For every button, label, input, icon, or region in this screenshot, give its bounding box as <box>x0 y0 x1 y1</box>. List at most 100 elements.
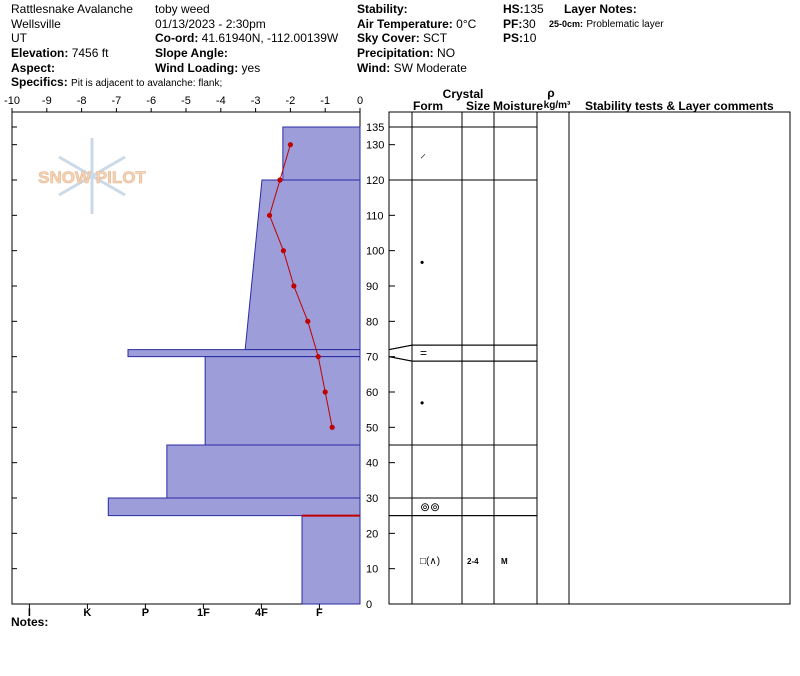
crystal-size: 2-4 <box>467 557 479 566</box>
note: Problematic layer <box>586 19 664 30</box>
value: NO <box>437 46 455 60</box>
temperature-point <box>266 212 273 218</box>
y-tick-label: 120 <box>366 175 384 187</box>
y-tick-label: 70 <box>366 352 378 364</box>
snowflake <box>58 155 126 197</box>
temperature-point <box>280 248 287 254</box>
value: 10 <box>523 31 537 45</box>
hardness-layer <box>127 349 361 358</box>
value: 135 <box>524 2 544 16</box>
place: UT <box>11 31 28 45</box>
hardness-tick-label: F <box>316 607 323 619</box>
hardness-layer <box>204 356 361 446</box>
x-tick-label: -1 <box>320 95 330 107</box>
crystal-form: = <box>420 346 427 360</box>
date: 01/13/2023 - 2:30pm <box>155 17 266 31</box>
hardness-layer <box>107 497 361 517</box>
temperature-point <box>287 142 293 148</box>
label: Wind Loading: <box>155 61 238 75</box>
value: SW Moderate <box>394 61 468 75</box>
hardness-layer <box>166 444 361 499</box>
value: yes <box>242 61 261 75</box>
y-tick-label: 110 <box>366 210 384 222</box>
stability: Stability: <box>357 2 408 16</box>
y-tick-label: 135 <box>366 122 384 134</box>
table-header: Form <box>413 99 443 113</box>
x-tick-label: -5 <box>181 95 191 107</box>
crystal-form: • <box>420 396 424 410</box>
label: PF: <box>503 17 522 31</box>
x-tick-label: -6 <box>146 95 156 107</box>
y-tick-label: 0 <box>366 599 372 611</box>
air-temperature: Air Temperature: 0°C <box>357 17 477 31</box>
crystal-form: □(∧) <box>420 556 440 567</box>
range: 25-0cm: <box>549 19 583 29</box>
value: 41.61940N, -112.00139W <box>202 31 339 45</box>
y-tick-label: 30 <box>366 493 378 505</box>
y-tick-label: 10 <box>366 564 378 576</box>
x-tick-label: -10 <box>4 95 20 107</box>
moisture: M <box>501 557 508 566</box>
y-tick-label: 60 <box>366 387 378 399</box>
label: HS: <box>503 2 524 16</box>
value: 7456 ft <box>72 46 109 60</box>
aspect: Aspect: <box>11 61 55 75</box>
temperature-point <box>315 354 321 360</box>
hardness-tick-label: 4F <box>255 607 268 619</box>
label: Elevation: <box>11 46 68 60</box>
label: Specifics: <box>11 75 68 89</box>
slope-angle: Slope Angle: <box>155 46 228 60</box>
table-header: Crystal <box>443 87 484 101</box>
temperature-point <box>322 389 328 395</box>
observer: toby weed <box>155 2 210 16</box>
y-tick-label: 20 <box>366 528 378 540</box>
place: Rattlesnake Avalanche <box>11 2 133 16</box>
x-tick-label: -7 <box>112 95 122 107</box>
temperature-point <box>329 424 335 430</box>
label: Air Temperature: <box>357 17 453 31</box>
x-tick-label: 0 <box>357 95 363 107</box>
table-header: Moisture <box>493 99 543 113</box>
y-tick-label: 90 <box>366 281 378 293</box>
table-header: ρ <box>547 86 554 100</box>
layer-connector <box>388 344 413 351</box>
value: SCT <box>423 31 448 45</box>
layer-note: 25-0cm: Problematic layer <box>549 16 664 30</box>
label: Precipitation: <box>357 46 434 60</box>
label: Wind: <box>357 61 390 75</box>
x-tick-label: -4 <box>216 95 226 107</box>
sky-cover: Sky Cover: SCT <box>357 31 448 45</box>
watermark-text: SNOW PILOT <box>38 168 146 187</box>
x-tick-label: -8 <box>77 95 87 107</box>
hardness-tick-label: K <box>83 607 91 619</box>
y-tick-label: 40 <box>366 458 378 470</box>
value: 30 <box>522 17 536 31</box>
table-header: Size <box>466 99 490 113</box>
wind-loading: Wind Loading: yes <box>155 61 260 75</box>
watermark <box>58 138 126 214</box>
temperature-point <box>277 177 283 183</box>
label: Co-ord: <box>155 31 198 45</box>
value: 0°C <box>456 17 476 31</box>
pf: PF:30 <box>503 17 536 31</box>
precipitation: Precipitation: NO <box>357 46 455 60</box>
table-frame <box>388 111 791 605</box>
temperature-point <box>291 283 297 289</box>
layer-connector <box>388 356 413 362</box>
notes: Notes: <box>11 615 48 629</box>
value: Pit is adjacent to avalanche: flank; <box>71 78 222 89</box>
label: PS: <box>503 31 523 45</box>
place: Wellsville <box>11 17 61 31</box>
y-tick-label: 80 <box>366 316 378 328</box>
hardness-tick-label: I <box>28 607 31 619</box>
wind: Wind: SW Moderate <box>357 61 467 75</box>
crystal-form: ⸝ <box>420 147 426 161</box>
y-tick-label: 50 <box>366 422 378 434</box>
table-header: Stability tests & Layer comments <box>585 99 774 113</box>
elevation: Elevation: 7456 ft <box>11 46 109 60</box>
x-tick-label: -3 <box>251 95 261 107</box>
specifics: Specifics: Pit is adjacent to avalanche:… <box>11 75 222 89</box>
label: Sky Cover: <box>357 31 420 45</box>
header: Rattlesnake Avalanche Wellsville UT Elev… <box>11 2 664 629</box>
